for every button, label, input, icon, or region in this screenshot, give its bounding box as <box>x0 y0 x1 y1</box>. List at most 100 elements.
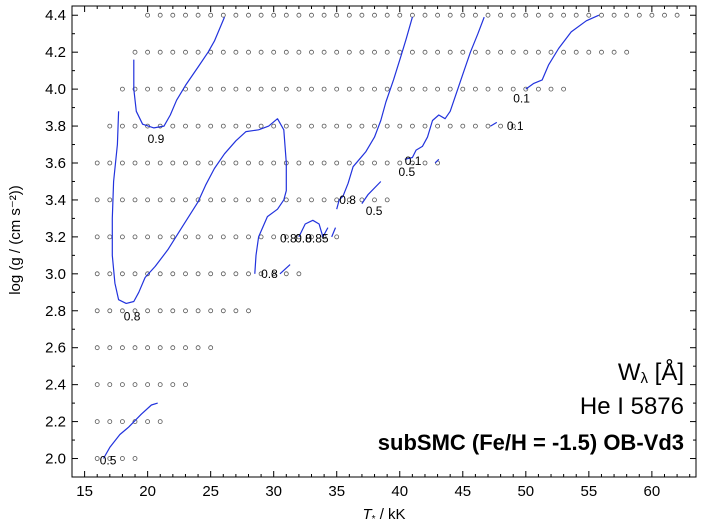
grid-point <box>372 49 377 55</box>
grid-point <box>107 308 113 314</box>
grid-point <box>132 86 138 92</box>
grid-point <box>397 123 403 129</box>
legend-line-1-sub: λ <box>640 370 648 387</box>
grid-point <box>145 234 151 240</box>
grid-point <box>460 86 466 92</box>
grid-point <box>359 49 365 55</box>
grid-point <box>624 49 630 55</box>
grid-point <box>258 86 264 92</box>
contour-line <box>279 264 291 275</box>
legend-line-3: subSMC (Fe/H = -1.5) OB-Vd3 <box>378 430 684 455</box>
grid-point <box>195 234 201 240</box>
grid-point <box>586 49 592 55</box>
grid-point <box>157 271 163 277</box>
grid-point <box>636 12 642 18</box>
grid-point <box>334 160 340 166</box>
grid-point <box>359 86 365 92</box>
grid-point <box>145 345 151 351</box>
grid-point <box>586 12 592 18</box>
grid-point <box>208 345 214 351</box>
grid-point <box>145 49 151 55</box>
grid-point <box>472 86 478 92</box>
grid-point <box>183 271 188 277</box>
grid-point <box>94 160 100 166</box>
grid-point <box>132 197 138 203</box>
contour-label: 0.1 <box>405 154 422 168</box>
grid-point <box>157 419 163 425</box>
grid-point <box>170 12 176 18</box>
grid-point <box>321 160 327 166</box>
x-tick-label: 25 <box>202 483 219 500</box>
grid-point <box>498 12 504 18</box>
x-axis-label-unit: / kK <box>376 506 406 523</box>
grid-point <box>170 86 176 92</box>
legend-line-2: He I 5876 <box>580 393 684 420</box>
contour-label: 0.9 <box>148 132 165 146</box>
grid-point <box>523 86 529 92</box>
grid-point <box>422 123 428 129</box>
grid-point <box>498 49 504 55</box>
grid-point <box>309 197 314 203</box>
grid-point <box>145 86 151 92</box>
x-axis-ticks: 15 20 25 30 35 40 45 50 55 60 <box>71 6 691 500</box>
grid-point <box>472 12 478 18</box>
grid-point <box>183 12 188 18</box>
grid-point <box>233 271 239 277</box>
grid-point <box>435 49 441 55</box>
grid-point <box>208 308 214 314</box>
grid-point <box>271 49 277 55</box>
grid-point <box>447 123 453 129</box>
legend-line-1-main: W <box>618 359 641 386</box>
grid-point <box>674 12 680 18</box>
grid-point <box>94 345 100 351</box>
grid-point <box>384 86 390 92</box>
grid-point <box>510 12 516 18</box>
contour-label: 0.8 <box>261 267 278 281</box>
grid-point <box>321 49 327 55</box>
grid-point <box>120 123 125 129</box>
contour-line <box>111 111 287 304</box>
grid-point <box>246 308 251 314</box>
legend-line-1-unit: [Å] <box>648 358 684 386</box>
grid-point <box>472 49 478 55</box>
grid-point <box>170 160 176 166</box>
grid-point <box>409 123 415 129</box>
grid-point <box>384 12 390 18</box>
grid-point <box>246 234 251 240</box>
contour-label: 0.85 <box>305 232 329 246</box>
grid-point <box>422 86 428 92</box>
grid-point <box>94 382 100 388</box>
grid-point <box>624 12 630 18</box>
grid-point <box>220 86 226 92</box>
contour-line <box>336 16 413 210</box>
grid-point <box>233 160 239 166</box>
grid-point <box>447 86 453 92</box>
contour-label: 0.8 <box>124 309 141 323</box>
grid-point <box>94 234 100 240</box>
grid-point <box>435 123 441 129</box>
grid-point <box>561 49 566 55</box>
grid-point <box>321 123 327 129</box>
grid-point <box>246 197 251 203</box>
grid-point <box>283 86 289 92</box>
y-tick-label: 2.8 <box>45 303 66 320</box>
grid-point <box>183 308 188 314</box>
grid-point <box>170 234 176 240</box>
grid-point <box>195 271 201 277</box>
y-tick-label: 4.2 <box>45 44 66 61</box>
grid-point <box>309 160 314 166</box>
grid-point <box>94 271 100 277</box>
grid-point <box>599 49 604 55</box>
grid-point <box>233 49 239 55</box>
grid-point <box>283 49 289 55</box>
grid-point <box>220 12 226 18</box>
grid-point <box>258 12 264 18</box>
grid-point <box>170 271 176 277</box>
grid-point <box>334 12 340 18</box>
grid-point <box>132 123 138 129</box>
contour-label: 0.8 <box>339 193 356 207</box>
grid-point <box>334 197 340 203</box>
legend: Wλ [Å] He I 5876 subSMC (Fe/H = -1.5) OB… <box>378 358 684 455</box>
grid-point <box>107 382 113 388</box>
x-tick-label: 55 <box>581 483 598 500</box>
